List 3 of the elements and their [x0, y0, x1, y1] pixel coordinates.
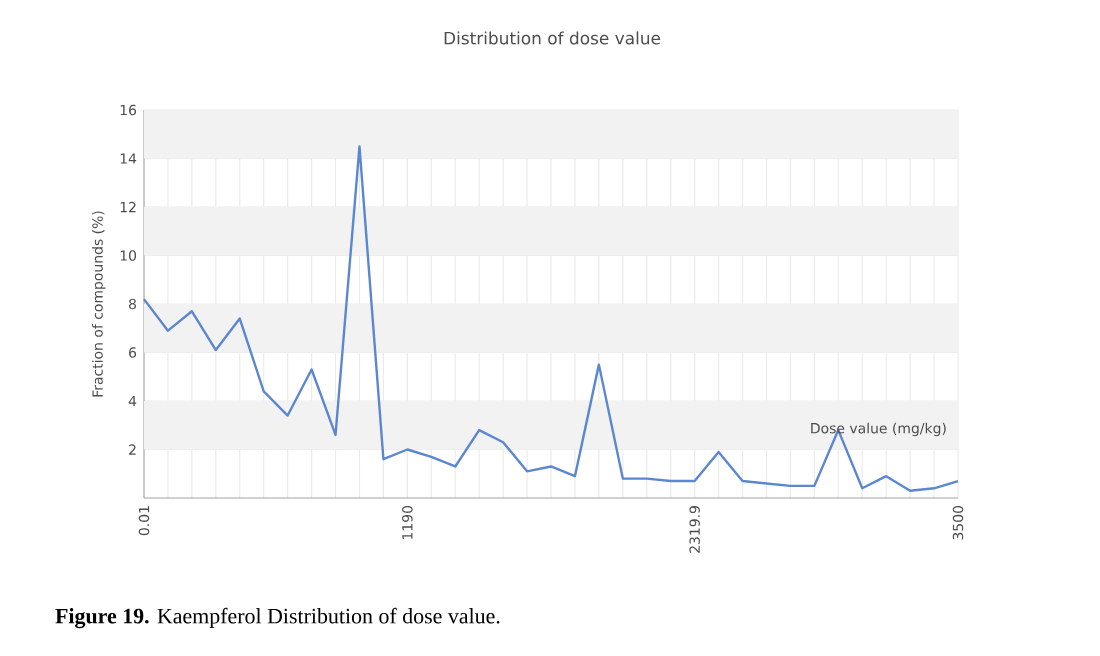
text: Figure 19. Kaempferol Distribution of dose value.: [55, 607, 500, 629]
chart-title: Distribution of dose value: [444, 31, 661, 45]
line-series: [142, 145, 960, 492]
